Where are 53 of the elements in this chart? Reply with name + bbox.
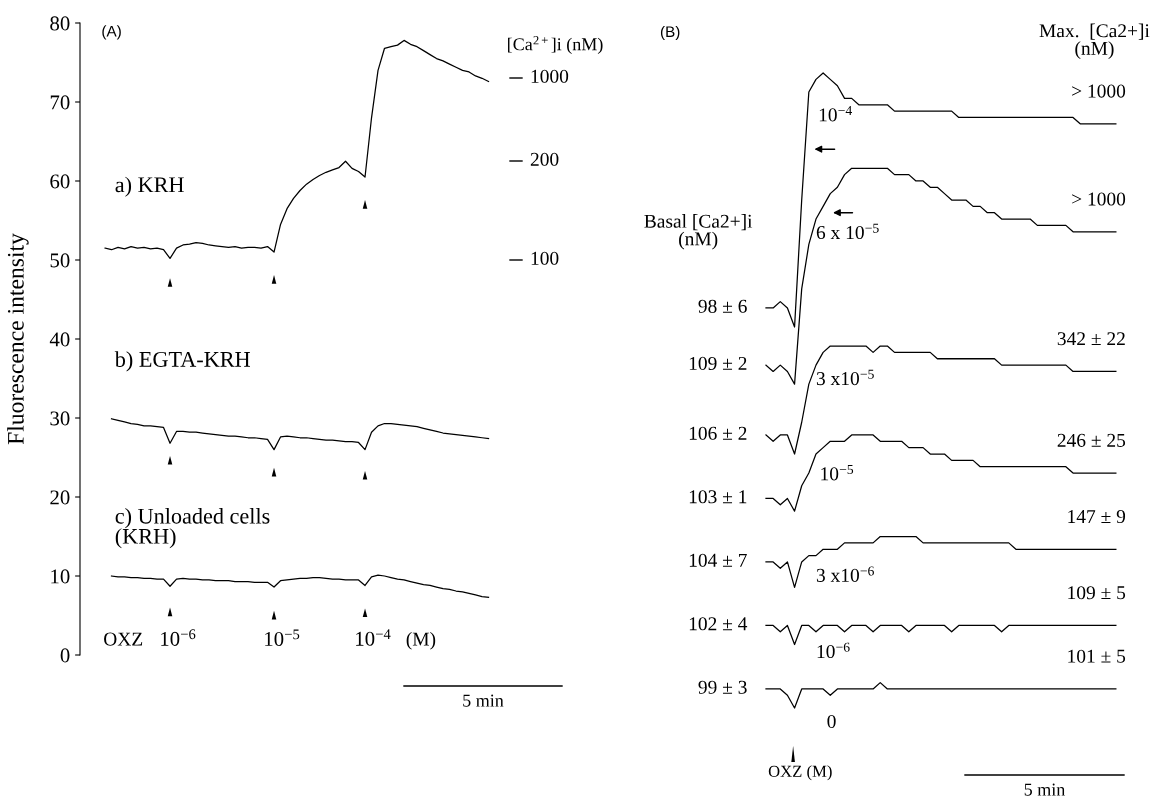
annotation: 246 ± 25: [1057, 433, 1126, 447]
line-series: [110, 574, 490, 598]
text: 109 ± 2: [689, 356, 747, 370]
text: 1000: [531, 69, 569, 83]
text: Max. [Ca2+]i (nM): [1039, 23, 1150, 59]
line-series: [110, 418, 490, 451]
y-tick-label: 80: [50, 16, 70, 31]
annotation: 10$^{−5}$: [265, 629, 300, 646]
text: 5 min: [463, 694, 504, 707]
annotation: 101 ± 5: [1068, 649, 1126, 663]
line-series: [104, 39, 490, 260]
text: 102 ± 4: [689, 617, 748, 631]
text: [Ca$^{2+}$]i (nM): [508, 36, 603, 55]
text: 200: [530, 152, 559, 166]
annotation: 109 ± 5: [1068, 586, 1126, 600]
text: 103 ± 1: [689, 490, 747, 504]
series-label: 3 x10$^{−5}$: [816, 369, 874, 386]
series-label: 10$^{−4}$: [819, 106, 852, 122]
annotation: OXZ: [104, 632, 143, 646]
annotation: > 1000: [1072, 192, 1126, 206]
series-label: 3 x10$^{−6}$: [816, 566, 874, 582]
annotation: 342 ± 22: [1057, 332, 1125, 346]
text: 106 ± 2: [689, 426, 747, 440]
text: 99 ± 3: [698, 680, 747, 694]
y-tick-label: 0: [60, 648, 70, 663]
y-tick-label: 40: [49, 332, 70, 347]
y-tick-label: 60: [50, 174, 70, 189]
text: a) KRH: [115, 176, 184, 197]
series-label: c) Unloaded cells (KRH): [115, 508, 270, 549]
y-tick-label: 10: [51, 569, 70, 584]
text: OXZ (M): [768, 765, 832, 781]
y-tick-label: 70: [50, 95, 70, 110]
text: 104 ± 7: [689, 553, 747, 567]
series-label: 10$^{−5}$: [821, 465, 854, 481]
series-label: 10$^{−6}$: [817, 642, 850, 659]
text: 5 min: [1024, 783, 1066, 796]
legend-label: 6 x 10$^{−5}$: [816, 223, 879, 240]
y-tick-label: 30: [50, 411, 70, 426]
chart-title: (A): [102, 25, 121, 40]
y-tick-label: 20: [50, 490, 70, 505]
y-tick-label: 50: [50, 253, 70, 268]
annotation: 10$^{−6}$: [161, 629, 196, 646]
text: 98 ± 6: [698, 299, 747, 313]
chart-title: (B): [660, 25, 680, 41]
annotation: 147 ± 9: [1068, 510, 1126, 524]
text: b) EGTA-KRH: [114, 351, 250, 372]
annotation: 10$^{−4}$: [356, 629, 391, 646]
annotation: > 1000: [1072, 84, 1126, 98]
text: 100: [531, 251, 559, 265]
annotation: (M): [406, 631, 436, 650]
text: Basal [Ca2+]i (nM): [644, 214, 753, 250]
y-axis-title: Fluorescence intensity: [7, 233, 29, 445]
series-label: 0: [827, 714, 836, 729]
